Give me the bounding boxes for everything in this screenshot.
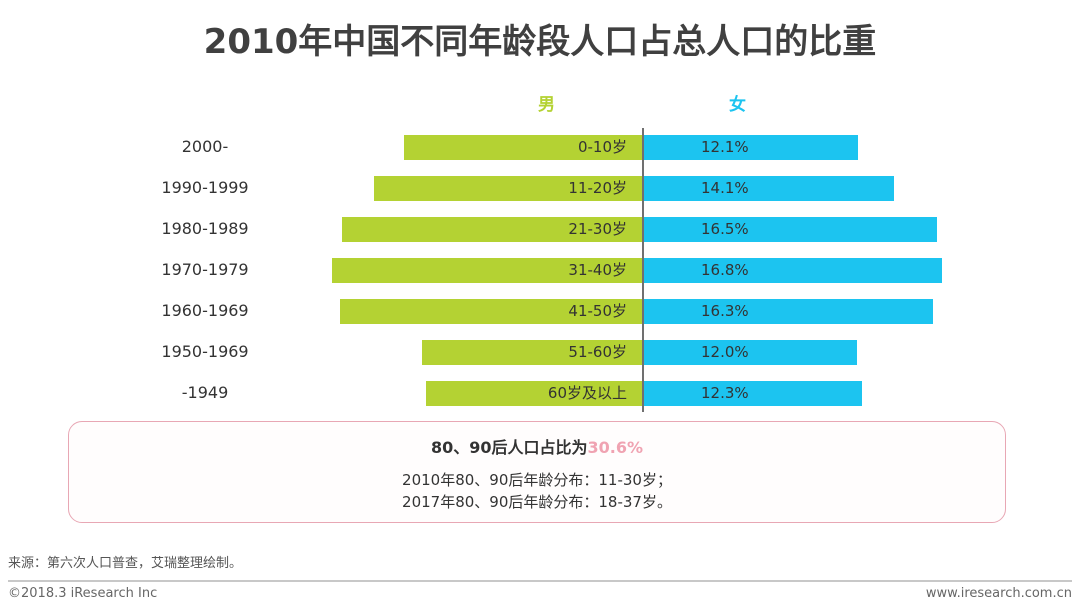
category-label: -1949 <box>181 383 229 402</box>
bar-female <box>643 258 943 283</box>
age-group-label: 51-60岁 <box>568 343 627 361</box>
value-label: 12.0% <box>701 343 749 361</box>
center-axis-line <box>642 128 644 412</box>
category-label: 1970-1979 <box>161 260 249 279</box>
footer-divider <box>8 580 1072 582</box>
callout-line-2017: 2017年80、90后年龄分布：18-37岁。 <box>402 493 672 511</box>
bar-male <box>331 258 643 283</box>
category-label: 1960-1969 <box>161 301 249 320</box>
bar-male <box>404 135 643 160</box>
age-group-label: 41-50岁 <box>568 302 627 320</box>
age-group-label: 21-30岁 <box>568 220 627 238</box>
age-group-label: 31-40岁 <box>568 261 627 279</box>
value-label: 16.5% <box>701 220 749 238</box>
value-label: 14.1% <box>701 179 749 197</box>
value-label: 12.1% <box>701 138 749 156</box>
category-label: 1980-1989 <box>161 219 249 238</box>
bar-male <box>340 299 643 324</box>
callout-headline-text: 80、90后人口占比为 <box>430 438 588 457</box>
website-link[interactable]: www.iresearch.com.cn <box>925 586 1072 601</box>
value-label: 12.3% <box>701 384 749 402</box>
age-group-label: 60岁及以上 <box>547 384 627 402</box>
bar-female <box>643 381 862 406</box>
value-label: 16.3% <box>701 302 749 320</box>
bar-male <box>342 217 643 242</box>
chart-title: 2010年中国不同年龄段人口占总人口的比重 <box>203 22 877 62</box>
bar-male <box>425 381 643 406</box>
legend-female: 女 <box>729 95 746 115</box>
bar-male <box>422 340 643 365</box>
age-group-label: 11-20岁 <box>568 179 627 197</box>
category-label: 1990-1999 <box>161 178 249 197</box>
legend-male: 男 <box>538 95 555 115</box>
category-label: 2000- <box>181 137 229 156</box>
value-label: 16.8% <box>701 261 749 279</box>
bar-female <box>643 217 937 242</box>
bar-female <box>643 299 934 324</box>
category-label: 1950-1969 <box>161 342 249 361</box>
callout-line-2010: 2010年80、90后年龄分布：11-30岁； <box>402 471 672 489</box>
callout-highlight-value: 30.6% <box>587 438 644 457</box>
bar-female <box>643 176 894 201</box>
bar-female <box>643 340 857 365</box>
source-note: 来源：第六次人口普查，艾瑞整理绘制。 <box>8 556 243 571</box>
bar-male <box>374 176 643 201</box>
age-group-label: 0-10岁 <box>577 138 627 156</box>
bar-female <box>643 135 859 160</box>
callout-box: 80、90后人口占比为30.6% 2010年80、90后年龄分布：11-30岁；… <box>68 421 1006 523</box>
callout-headline: 80、90后人口占比为30.6% <box>69 434 1005 458</box>
copyright-text: ©2018.3 iResearch Inc <box>8 586 158 601</box>
